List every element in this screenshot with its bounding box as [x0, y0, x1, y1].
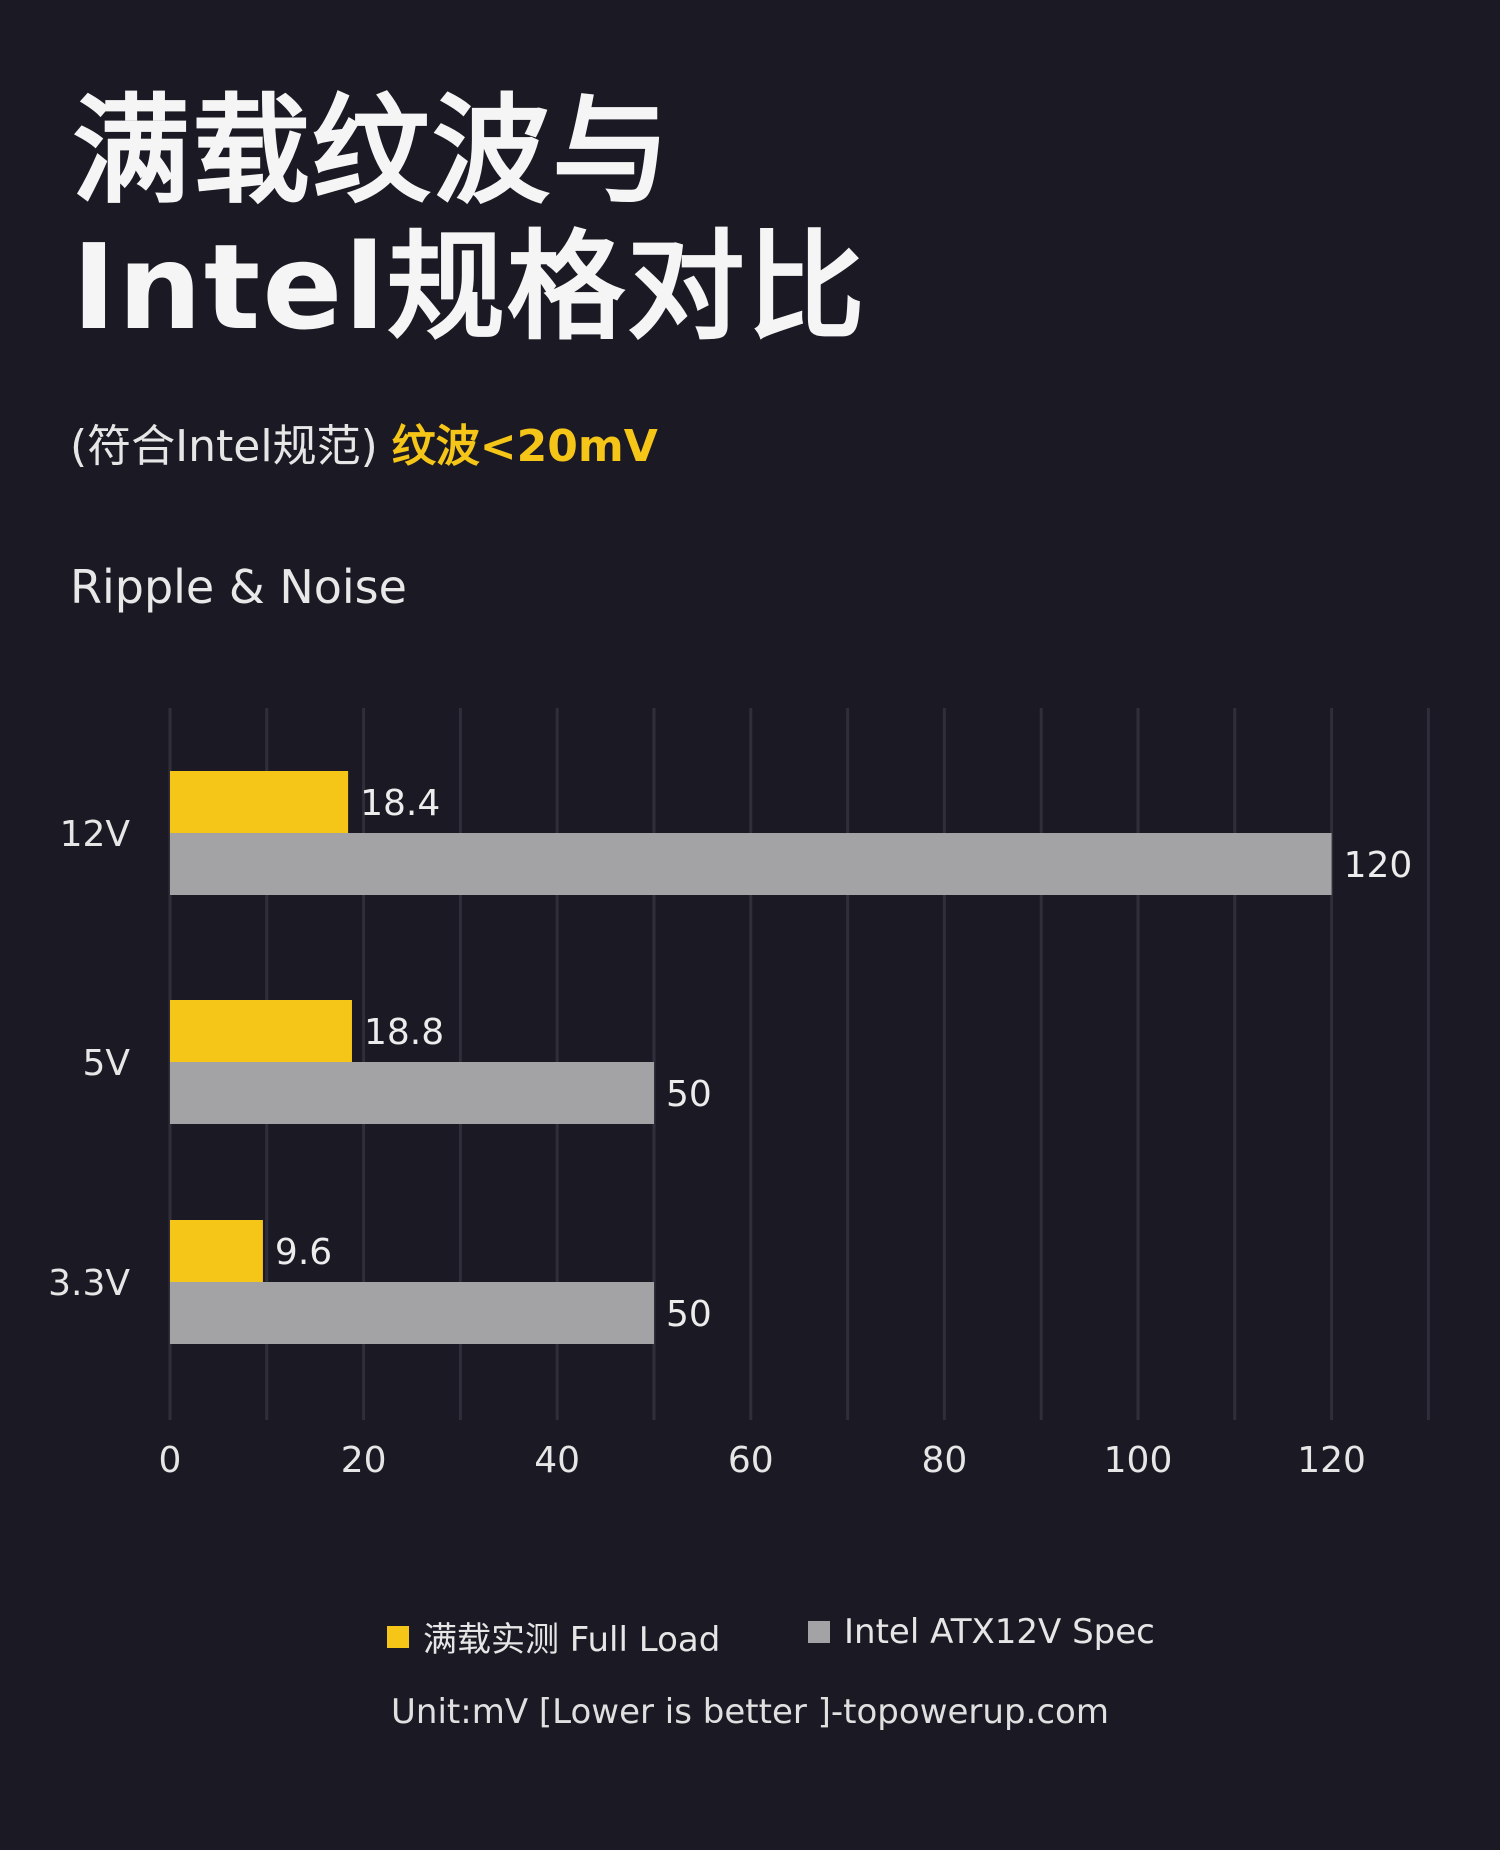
legend-item-intel-spec: Intel ATX12V Spec	[808, 1612, 1155, 1652]
footnote: Unit:mV [Lower is better ]-topowerup.com	[391, 1692, 1109, 1732]
subtitle-prefix: (符合Intel规范)	[70, 421, 378, 472]
legend-swatch-intel-spec	[808, 1621, 830, 1643]
x-tick-label: 0	[159, 1440, 182, 1481]
x-tick-label: 40	[534, 1440, 580, 1481]
data-label: 50	[666, 1294, 712, 1335]
category-label: 12V	[60, 814, 131, 855]
bar-intel-spec	[170, 833, 1332, 895]
x-tick-label: 120	[1297, 1440, 1366, 1481]
legend-label-full-load: 满载实测 Full Load	[423, 1620, 721, 1660]
x-tick-label: 100	[1104, 1440, 1173, 1481]
x-tick-label: 20	[341, 1440, 387, 1481]
page-title-line-2: Intel规格对比	[72, 218, 867, 356]
data-label: 50	[666, 1074, 712, 1115]
bar-intel-spec	[170, 1062, 654, 1124]
data-label: 18.8	[364, 1012, 444, 1053]
legend-label-intel-spec: Intel ATX12V Spec	[844, 1612, 1155, 1652]
legend-item-full-load: 满载实测 Full Load	[387, 1612, 720, 1661]
subtitle-highlight: 纹波<20mV	[391, 421, 658, 472]
bar-full-load	[170, 1000, 352, 1062]
x-tick-label: 80	[921, 1440, 967, 1481]
subtitle: (符合Intel规范) 纹波<20mV	[70, 410, 658, 474]
category-label: 3.3V	[48, 1263, 130, 1304]
legend-swatch-full-load	[387, 1625, 409, 1648]
x-tick-label: 60	[728, 1440, 774, 1481]
data-label: 120	[1344, 845, 1413, 886]
bar-intel-spec	[170, 1282, 654, 1344]
chart-legend: 满载实测 Full Load Intel ATX12V Spec	[0, 1612, 1500, 1662]
bar-full-load	[170, 771, 349, 833]
chart-title: Ripple & Noise	[70, 560, 407, 614]
data-label: 18.4	[360, 783, 440, 824]
bar-full-load	[170, 1220, 263, 1282]
category-label: 5V	[82, 1043, 130, 1084]
page-title-line-1: 满载纹波与	[72, 82, 673, 220]
data-label: 9.6	[275, 1232, 332, 1273]
